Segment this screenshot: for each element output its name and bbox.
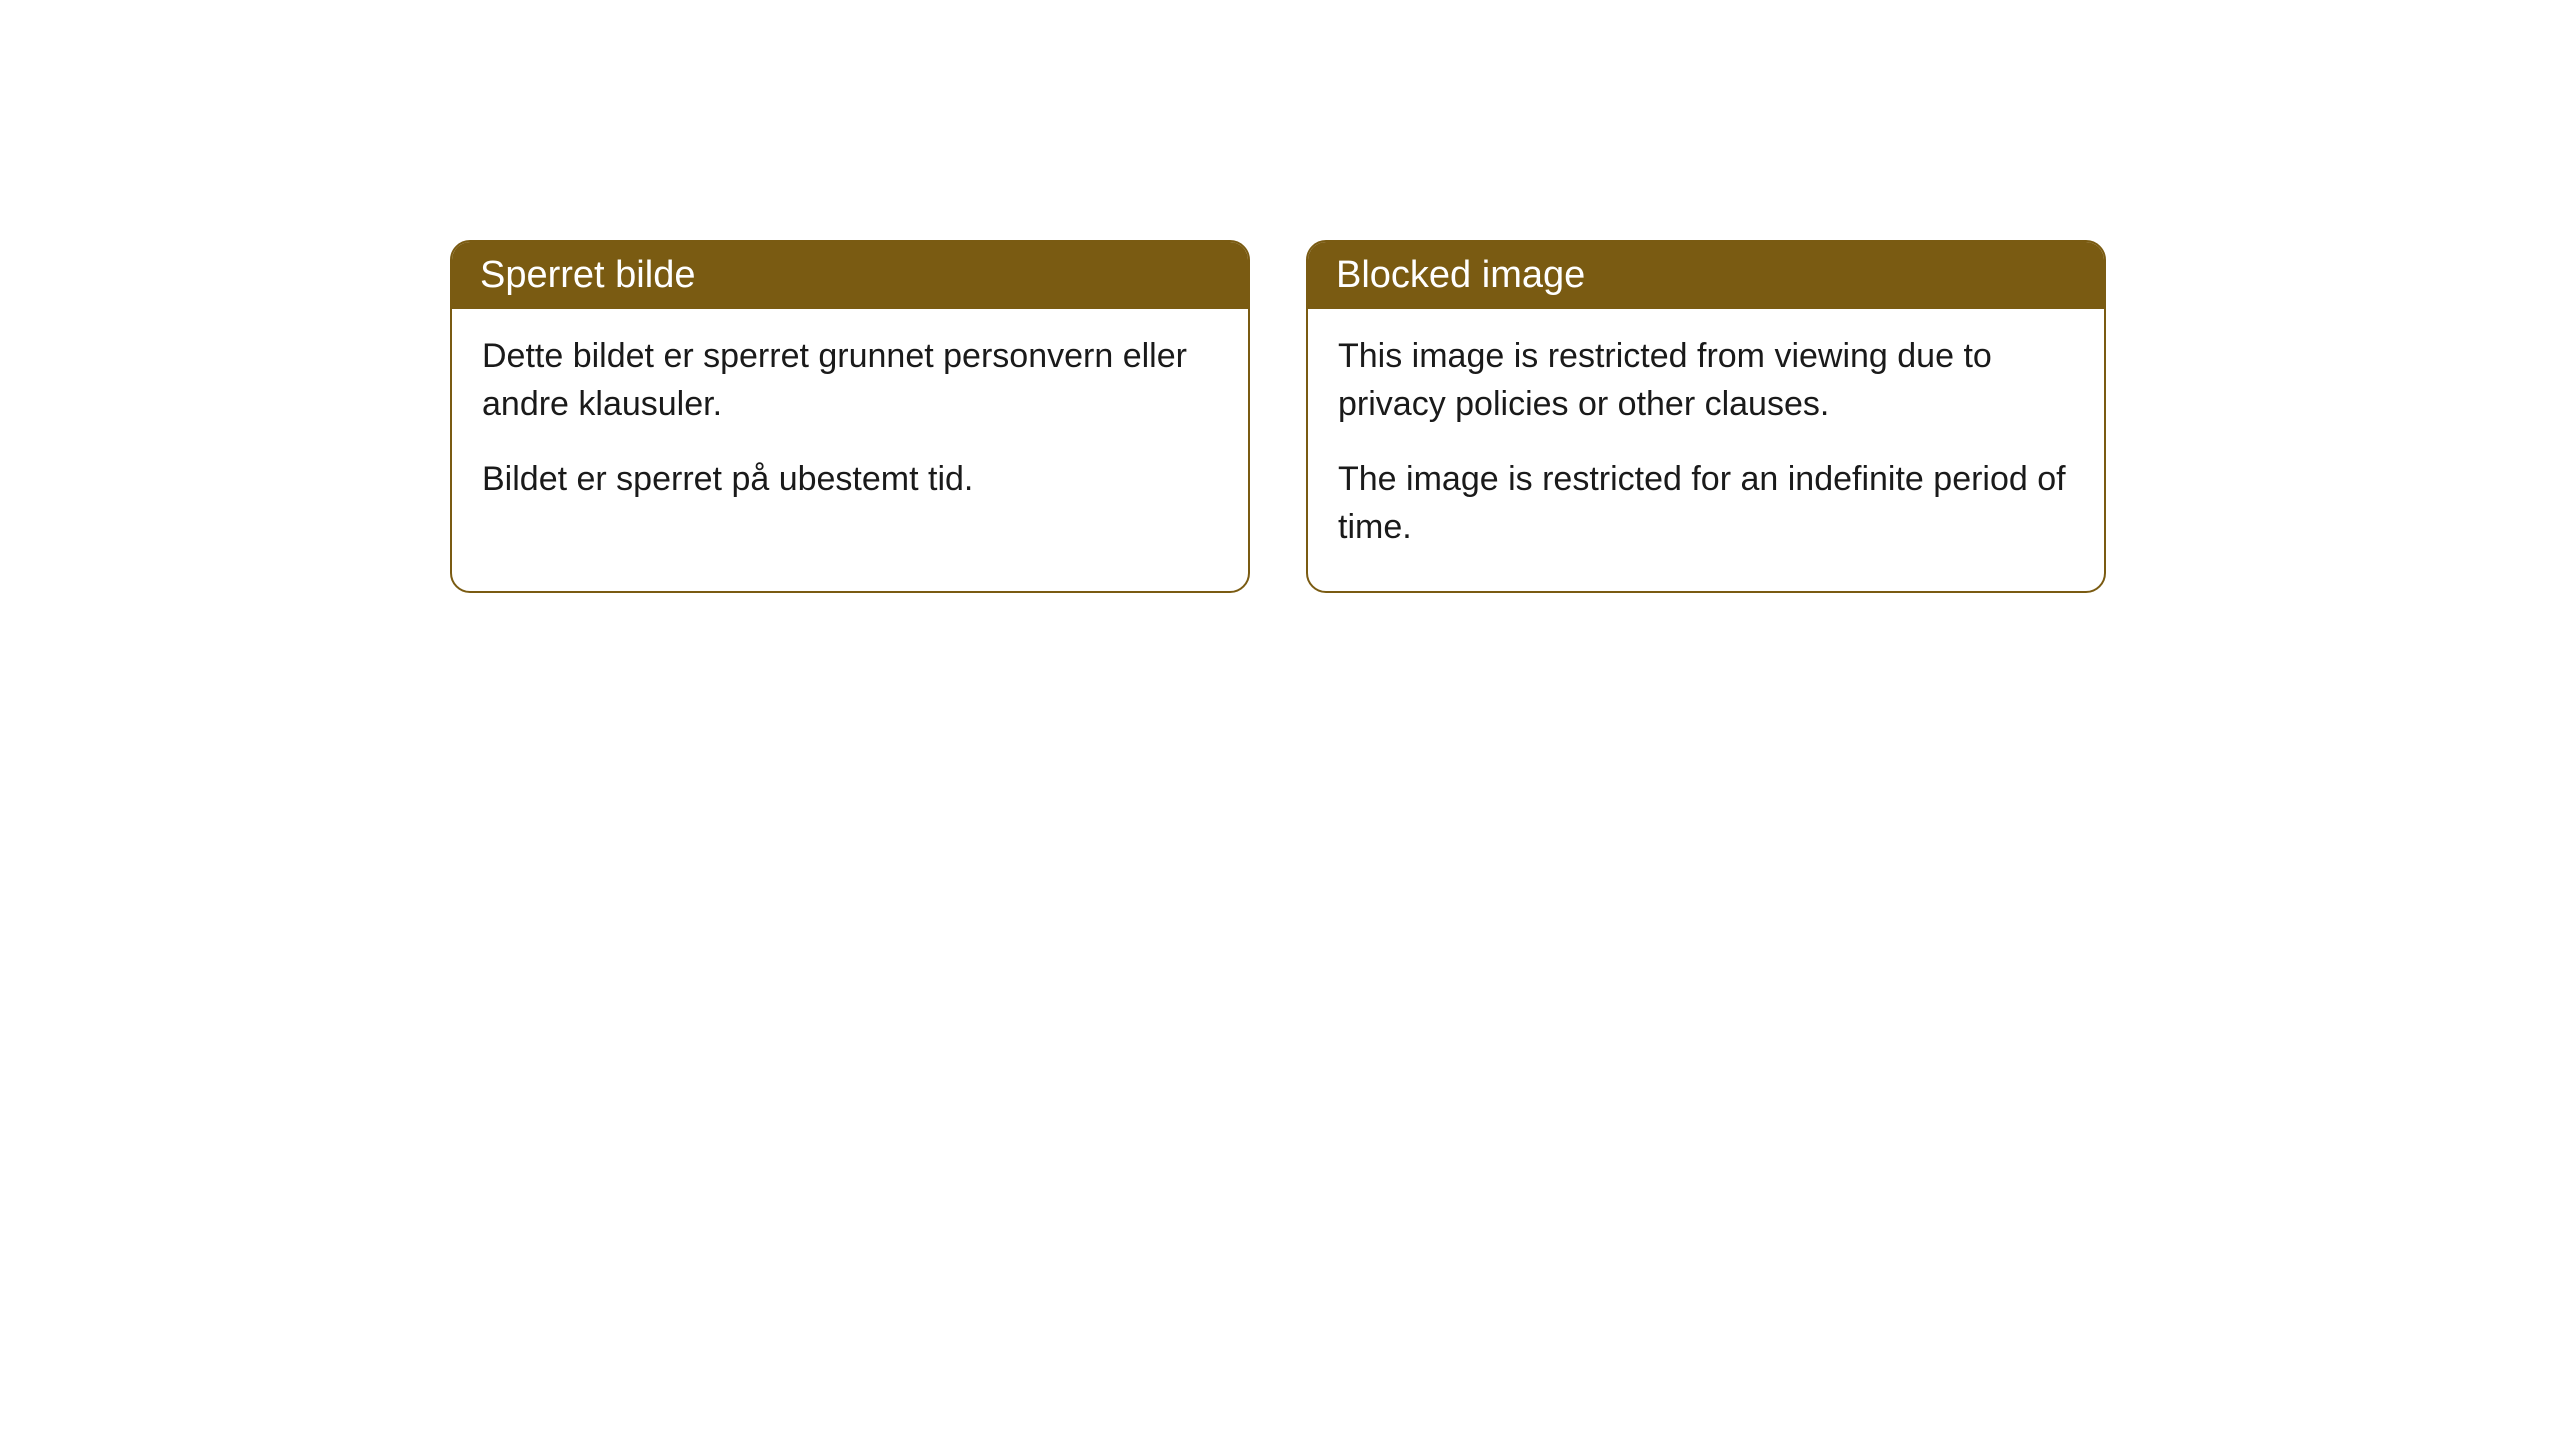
card-header-norwegian: Sperret bilde — [452, 242, 1248, 309]
card-paragraph: The image is restricted for an indefinit… — [1338, 456, 2074, 551]
card-header-english: Blocked image — [1308, 242, 2104, 309]
card-title: Blocked image — [1336, 254, 1585, 296]
card-paragraph: Dette bildet er sperret grunnet personve… — [482, 333, 1218, 428]
card-paragraph: This image is restricted from viewing du… — [1338, 333, 2074, 428]
notice-card-english: Blocked image This image is restricted f… — [1306, 240, 2106, 593]
card-body-norwegian: Dette bildet er sperret grunnet personve… — [452, 309, 1248, 544]
card-title: Sperret bilde — [480, 254, 695, 296]
notice-card-norwegian: Sperret bilde Dette bildet er sperret gr… — [450, 240, 1250, 593]
notice-cards-container: Sperret bilde Dette bildet er sperret gr… — [450, 240, 2560, 593]
card-paragraph: Bildet er sperret på ubestemt tid. — [482, 456, 1218, 504]
card-body-english: This image is restricted from viewing du… — [1308, 309, 2104, 591]
